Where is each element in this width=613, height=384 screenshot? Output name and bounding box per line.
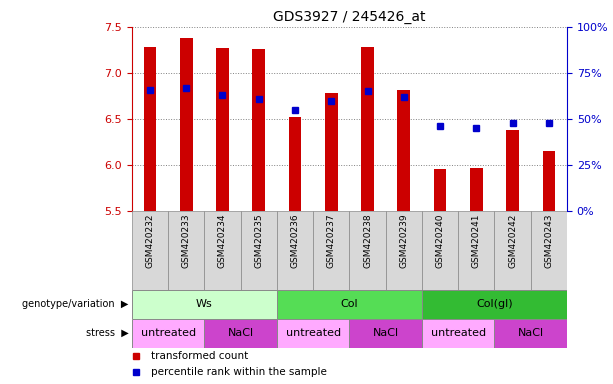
Text: Ws: Ws [196,299,213,310]
Bar [422,290,567,319]
Text: GSM420237: GSM420237 [327,214,336,268]
Text: NaCl: NaCl [373,328,398,338]
Bar [458,211,495,290]
Bar [204,211,240,290]
Text: GSM420242: GSM420242 [508,214,517,268]
Bar [495,319,567,348]
Text: GSM420238: GSM420238 [363,214,372,268]
Bar [349,319,422,348]
Text: Col: Col [341,299,358,310]
Text: untreated: untreated [286,328,341,338]
Bar [313,211,349,290]
Bar [495,211,531,290]
Bar [386,211,422,290]
Bar [132,211,168,290]
Text: genotype/variation  ▶: genotype/variation ▶ [22,299,129,310]
Bar [349,211,386,290]
Text: Col(gl): Col(gl) [476,299,513,310]
Bar [132,319,204,348]
Text: untreated: untreated [140,328,196,338]
Text: GSM420234: GSM420234 [218,214,227,268]
Text: GSM420239: GSM420239 [399,214,408,268]
Title: GDS3927 / 245426_at: GDS3927 / 245426_at [273,10,425,25]
Bar [531,211,567,290]
Text: stress  ▶: stress ▶ [86,328,129,338]
Text: untreated: untreated [431,328,485,338]
Bar [132,290,277,319]
Bar [434,169,446,211]
Bar [253,49,265,211]
Text: GSM420233: GSM420233 [181,214,191,268]
Text: GSM420235: GSM420235 [254,214,263,268]
Bar [422,211,458,290]
Text: transformed count: transformed count [151,351,249,361]
Bar [180,38,192,211]
Bar [143,47,156,211]
Bar [506,130,519,211]
Bar [289,117,302,211]
Bar [277,211,313,290]
Text: NaCl: NaCl [518,328,544,338]
Bar [204,319,277,348]
Text: NaCl: NaCl [227,328,254,338]
Bar [168,211,204,290]
Text: GSM420240: GSM420240 [436,214,444,268]
Bar [240,211,277,290]
Text: percentile rank within the sample: percentile rank within the sample [151,367,327,377]
Bar [470,168,482,211]
Bar [397,89,410,211]
Bar [277,319,349,348]
Text: GSM420243: GSM420243 [544,214,554,268]
Bar [216,48,229,211]
Bar [361,47,374,211]
Bar [325,93,338,211]
Bar [277,290,422,319]
Bar [422,319,495,348]
Bar [543,151,555,211]
Text: GSM420236: GSM420236 [291,214,300,268]
Text: GSM420241: GSM420241 [472,214,481,268]
Text: GSM420232: GSM420232 [145,214,154,268]
